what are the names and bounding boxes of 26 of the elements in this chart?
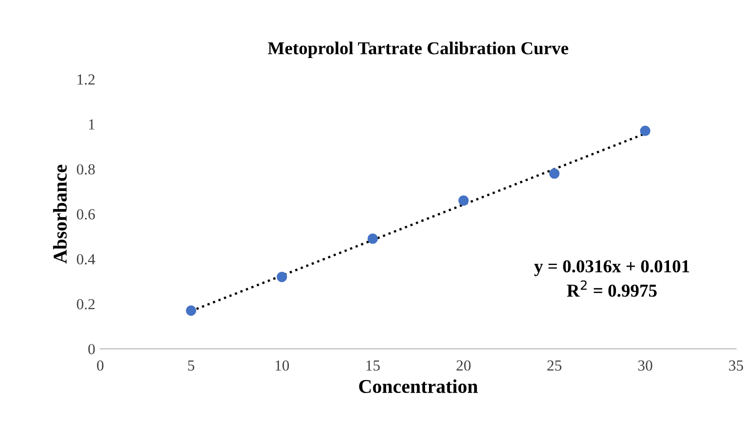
x-tick-label: 0	[96, 360, 104, 371]
y-tick-label: 1	[89, 119, 94, 130]
point	[186, 305, 196, 316]
chart-title: Metoprolol Tartrate Calibration Curve	[268, 42, 568, 58]
point	[276, 272, 288, 282]
annotation: R$^{2}$ = 0.9975	[566, 280, 657, 297]
y-tick-label: 0.2	[76, 299, 95, 310]
x-tick-label: 5	[188, 360, 194, 371]
annotation: y = 0.0316x + 0.0101	[534, 260, 690, 276]
point	[549, 168, 560, 179]
y-tick-label: 0	[88, 344, 95, 354]
point	[640, 126, 650, 136]
x-tick-label: 20	[456, 360, 471, 371]
y-axis-title: Absorbance	[53, 164, 67, 264]
y-tick-label: 0.8	[76, 164, 95, 175]
point	[368, 234, 378, 244]
point	[458, 195, 469, 206]
y-tick-label: 1.2	[78, 74, 95, 85]
x-tick-label: 25	[547, 360, 562, 371]
y-tick-label: 0.4	[76, 254, 96, 264]
y-tick-label: 0.6	[76, 209, 95, 220]
x-tick-label: 15	[366, 360, 380, 371]
x-tick-label: 35	[729, 360, 744, 371]
x-axis-title: Concentration	[359, 379, 478, 394]
x-tick-label: 10	[276, 360, 289, 371]
x-tick-label: 30	[638, 360, 652, 371]
